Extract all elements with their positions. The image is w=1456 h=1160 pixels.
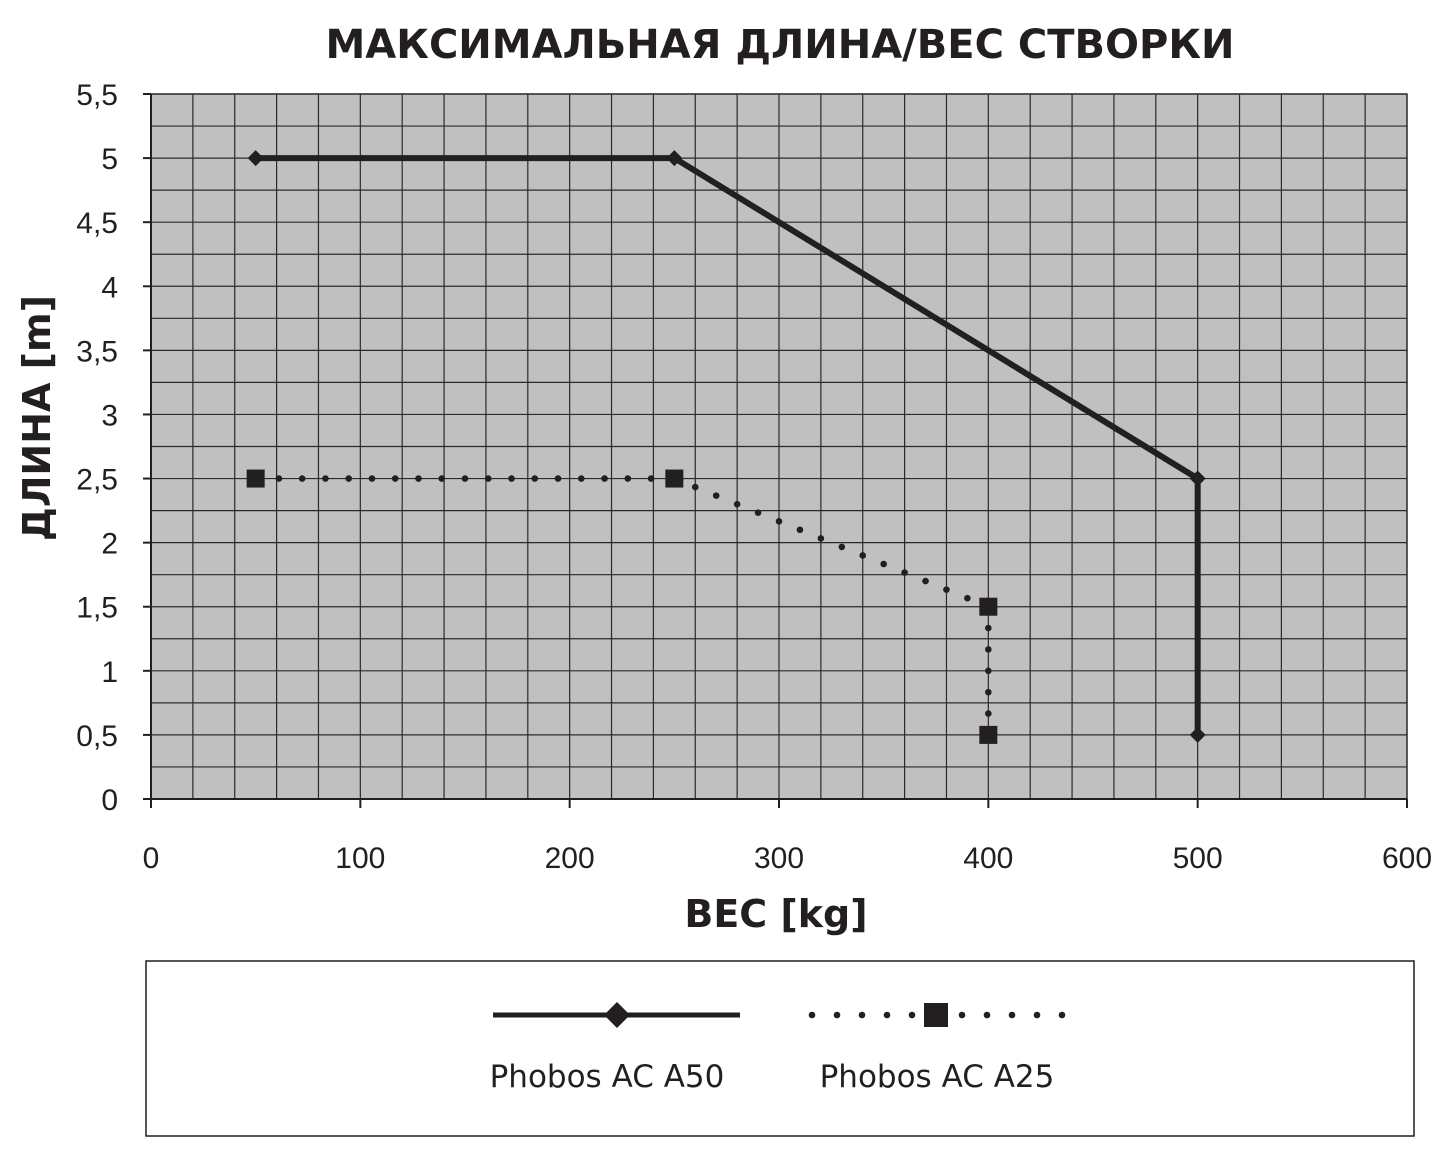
data-point <box>1189 726 1206 743</box>
y-tick-label: 2 <box>101 528 118 561</box>
legend-dot <box>883 1011 891 1019</box>
y-tick-labels: 0 0,5 1 1,5 2 2,5 3 3,5 4 4,5 5 5,5 <box>76 79 151 817</box>
legend-swatch-series-2 <box>808 1003 1066 1027</box>
y-tick-label: 4 <box>101 271 118 304</box>
x-axis-title: ВЕС [kg] <box>684 892 867 936</box>
y-tick-label: 1,5 <box>76 592 118 625</box>
series-dot <box>484 475 492 482</box>
legend-marker <box>924 1003 948 1027</box>
series-dot <box>838 543 846 551</box>
y-tick-label: 5,5 <box>76 79 118 112</box>
x-tick-label: 100 <box>335 842 385 875</box>
series-dot <box>461 475 469 482</box>
x-tick-label: 300 <box>754 842 804 875</box>
series-dot <box>880 560 887 568</box>
series-dot <box>796 526 804 534</box>
y-tick-label: 3,5 <box>76 335 118 368</box>
x-tick-label: 500 <box>1173 842 1223 875</box>
series-dot <box>985 688 992 696</box>
series-dot <box>438 475 446 482</box>
legend-items <box>493 1002 1066 1028</box>
series-layer <box>246 150 1206 744</box>
series-dot <box>985 710 992 717</box>
data-point <box>1189 470 1206 487</box>
legend-dot <box>858 1011 866 1019</box>
series-line <box>255 155 1201 735</box>
legend-dot <box>808 1011 816 1019</box>
series-dot <box>985 646 992 653</box>
legend-box <box>145 960 1415 1137</box>
legend-swatch-series-1 <box>493 1002 740 1028</box>
series-dot <box>712 492 720 499</box>
series-dot <box>508 475 515 482</box>
y-tick-label: 5 <box>101 143 118 176</box>
series-dot <box>322 475 329 482</box>
legend-dot <box>958 1011 966 1019</box>
series-dot <box>275 475 283 482</box>
y-tick-label: 0 <box>101 784 118 817</box>
series-dot <box>577 475 585 482</box>
legend-dot <box>1058 1011 1066 1019</box>
legend-marker <box>604 1002 630 1028</box>
legend-dot <box>983 1011 991 1019</box>
data-point <box>665 469 684 488</box>
y-tick-label: 3 <box>101 399 118 432</box>
legend-dot <box>833 1011 841 1019</box>
series-dot <box>985 667 992 675</box>
legend-label-series-2: Phobos AC A25 <box>820 1059 1055 1095</box>
series-dot <box>922 577 929 585</box>
plot-area <box>150 93 1408 800</box>
series-dot <box>901 569 908 576</box>
x-tick-label: 600 <box>1382 842 1432 875</box>
series-dot <box>985 624 992 632</box>
data-point <box>247 150 264 167</box>
series-dot <box>601 475 608 482</box>
x-tick-label: 200 <box>545 842 595 875</box>
x-tick-label: 400 <box>963 842 1013 875</box>
legend-dot <box>908 1011 916 1019</box>
legend-dot <box>1008 1011 1016 1019</box>
y-tick-label: 1 <box>101 656 118 689</box>
series-dot <box>733 500 741 508</box>
series-dot <box>298 475 306 482</box>
series-dot <box>754 509 762 517</box>
series-dot <box>647 475 655 482</box>
y-tick-label: 2,5 <box>76 464 118 497</box>
legend-dot <box>1033 1011 1041 1019</box>
data-point <box>979 597 998 616</box>
y-axis-title: ДЛИНА [m] <box>15 295 59 541</box>
series-dot <box>345 475 353 482</box>
series-dot <box>391 475 399 482</box>
series-dot <box>775 517 783 525</box>
series-dot <box>531 475 539 482</box>
series-dot <box>964 594 971 602</box>
y-tick-label: 4,5 <box>76 207 118 240</box>
chart-title: МАКСИМАЛЬНАЯ ДЛИНА/ВЕС СТВОРКИ <box>325 22 1234 68</box>
series-dot <box>415 475 422 482</box>
y-tick-label: 0,5 <box>76 720 118 753</box>
legend-label-series-1: Phobos AC A50 <box>490 1059 725 1095</box>
series-dot <box>368 475 376 482</box>
series-dot <box>691 483 699 491</box>
x-tick-labels: 0 100 200 300 400 500 600 <box>143 799 1432 875</box>
data-point <box>979 725 998 744</box>
series-dot <box>624 475 632 482</box>
series-dot <box>943 586 950 593</box>
series-dot <box>554 475 562 482</box>
data-point <box>246 469 265 488</box>
x-tick-label: 0 <box>143 842 160 875</box>
series-2 <box>246 469 998 744</box>
series-dot <box>817 535 825 542</box>
series-dot <box>859 552 867 559</box>
legend: Phobos AC A50 Phobos AC A25 <box>145 960 1415 1137</box>
data-point <box>666 150 683 167</box>
series-1 <box>247 150 1206 743</box>
